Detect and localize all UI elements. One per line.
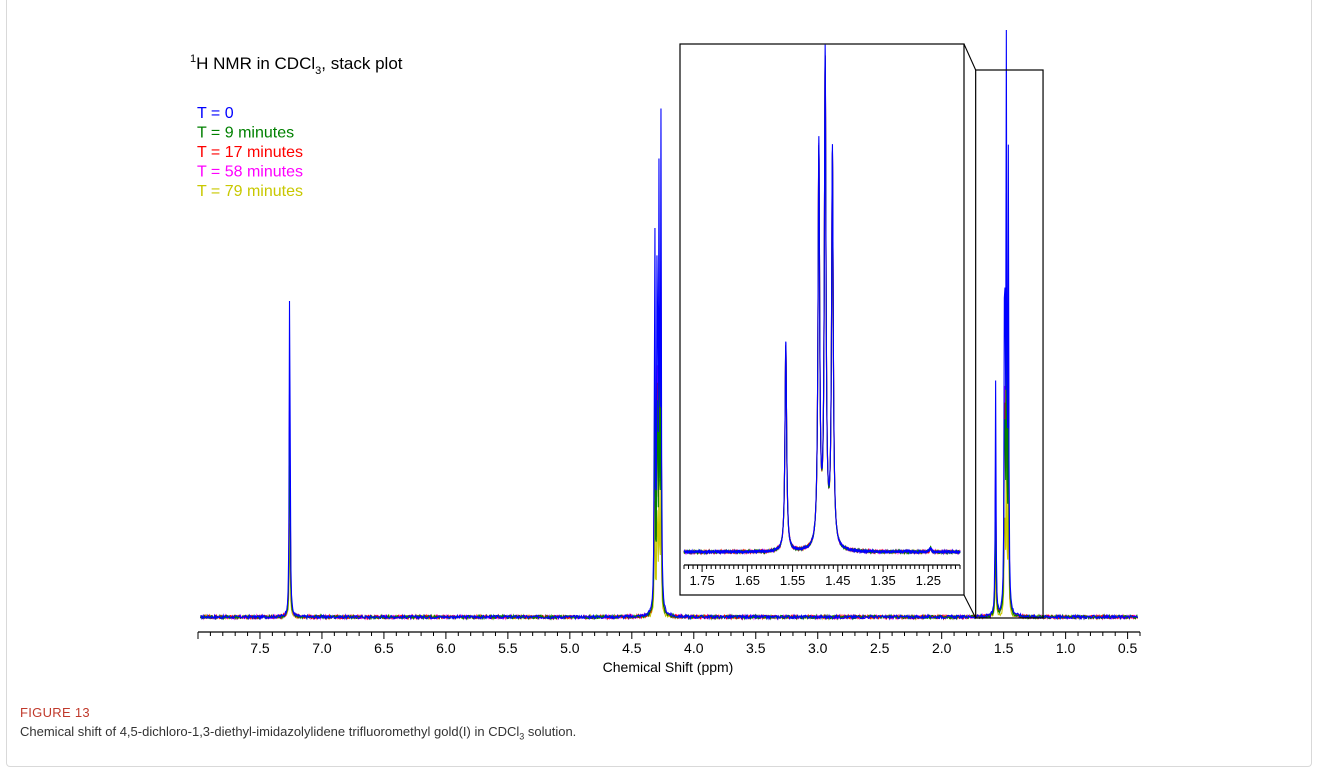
x-tick-label: 1.0: [1056, 640, 1076, 656]
legend: T = 0 T = 9 minutes T = 17 minutes T = 58 m…: [197, 105, 303, 200]
x-tick-label: 6.0: [436, 640, 456, 656]
x-tick-label: 7.5: [250, 640, 270, 656]
title-superscript: 1: [190, 53, 196, 65]
caption-subscript: 3: [519, 731, 525, 742]
zoom-region-box: [963, 43, 1044, 619]
x-tick-label: 5.0: [560, 640, 580, 656]
x-tick-label: 1.5: [994, 640, 1014, 656]
title-subscript: 3: [315, 65, 321, 77]
legend-item: T = 17 minutes: [197, 144, 303, 161]
inset-plot: 1.75 1.65 1.55 1.45 1.35 1.25: [679, 43, 965, 596]
figure-caption: Chemical shift of 4,5-dichloro-1,3-dieth…: [20, 724, 576, 742]
x-tick-label: 0.5: [1118, 640, 1138, 656]
x-tick-label: 5.5: [498, 640, 518, 656]
zoom-box: [975, 69, 1044, 619]
title-suffix: , stack plot: [321, 54, 403, 73]
x-axis-label: Chemical Shift (ppm): [603, 659, 734, 675]
x-tick-label: 2.5: [870, 640, 890, 656]
inset-spectrum-series: [683, 44, 961, 556]
legend-item: T = 0: [197, 105, 234, 122]
inset-x-tick-label: 1.55: [780, 573, 805, 588]
zoom-connector: [963, 594, 977, 619]
inset-x-tick-label: 1.25: [916, 573, 941, 588]
inset-x-tick-label: 1.35: [870, 573, 895, 588]
x-tick-label: 3.0: [808, 640, 828, 656]
inset-frame: [679, 43, 965, 596]
nmr-chart: 1H NMR in CDCl3, stack plot T = 0 T = 9 m…: [190, 29, 1141, 675]
title-main: H NMR in CDCl: [196, 54, 315, 73]
caption-text-main: Chemical shift of 4,5-dichloro-1,3-dieth…: [20, 724, 520, 739]
x-tick-label: 2.0: [932, 640, 952, 656]
zoom-connector: [963, 43, 977, 71]
figure-frame: [6, 0, 1312, 767]
x-tick-label: 7.0: [312, 640, 332, 656]
main-plot-area: [199, 29, 1139, 621]
spectrum-series: [200, 29, 1139, 621]
legend-item: T = 58 minutes: [197, 164, 303, 181]
inset-x-tick-label: 1.65: [735, 573, 760, 588]
legend-item: T = 79 minutes: [197, 183, 303, 200]
x-tick-label: 6.5: [374, 640, 394, 656]
x-tick-label: 4.0: [684, 640, 704, 656]
inset-x-tick-label: 1.75: [689, 573, 714, 588]
caption-text-end: solution.: [524, 724, 577, 739]
x-axis: 7.5 7.0 6.5 6.0 5.5 5.0 4.5 4.0 3.5 3.0 2.5 2.0 1.5 1…: [197, 631, 1141, 656]
inset-x-tick-label: 1.45: [825, 573, 850, 588]
x-tick-label: 3.5: [746, 640, 766, 656]
legend-item: T = 9 minutes: [197, 125, 294, 142]
chart-title: 1H NMR in CDCl3, stack plot: [190, 53, 403, 77]
x-tick-label: 4.5: [622, 640, 642, 656]
figure-label: FIGURE 13: [20, 705, 90, 720]
